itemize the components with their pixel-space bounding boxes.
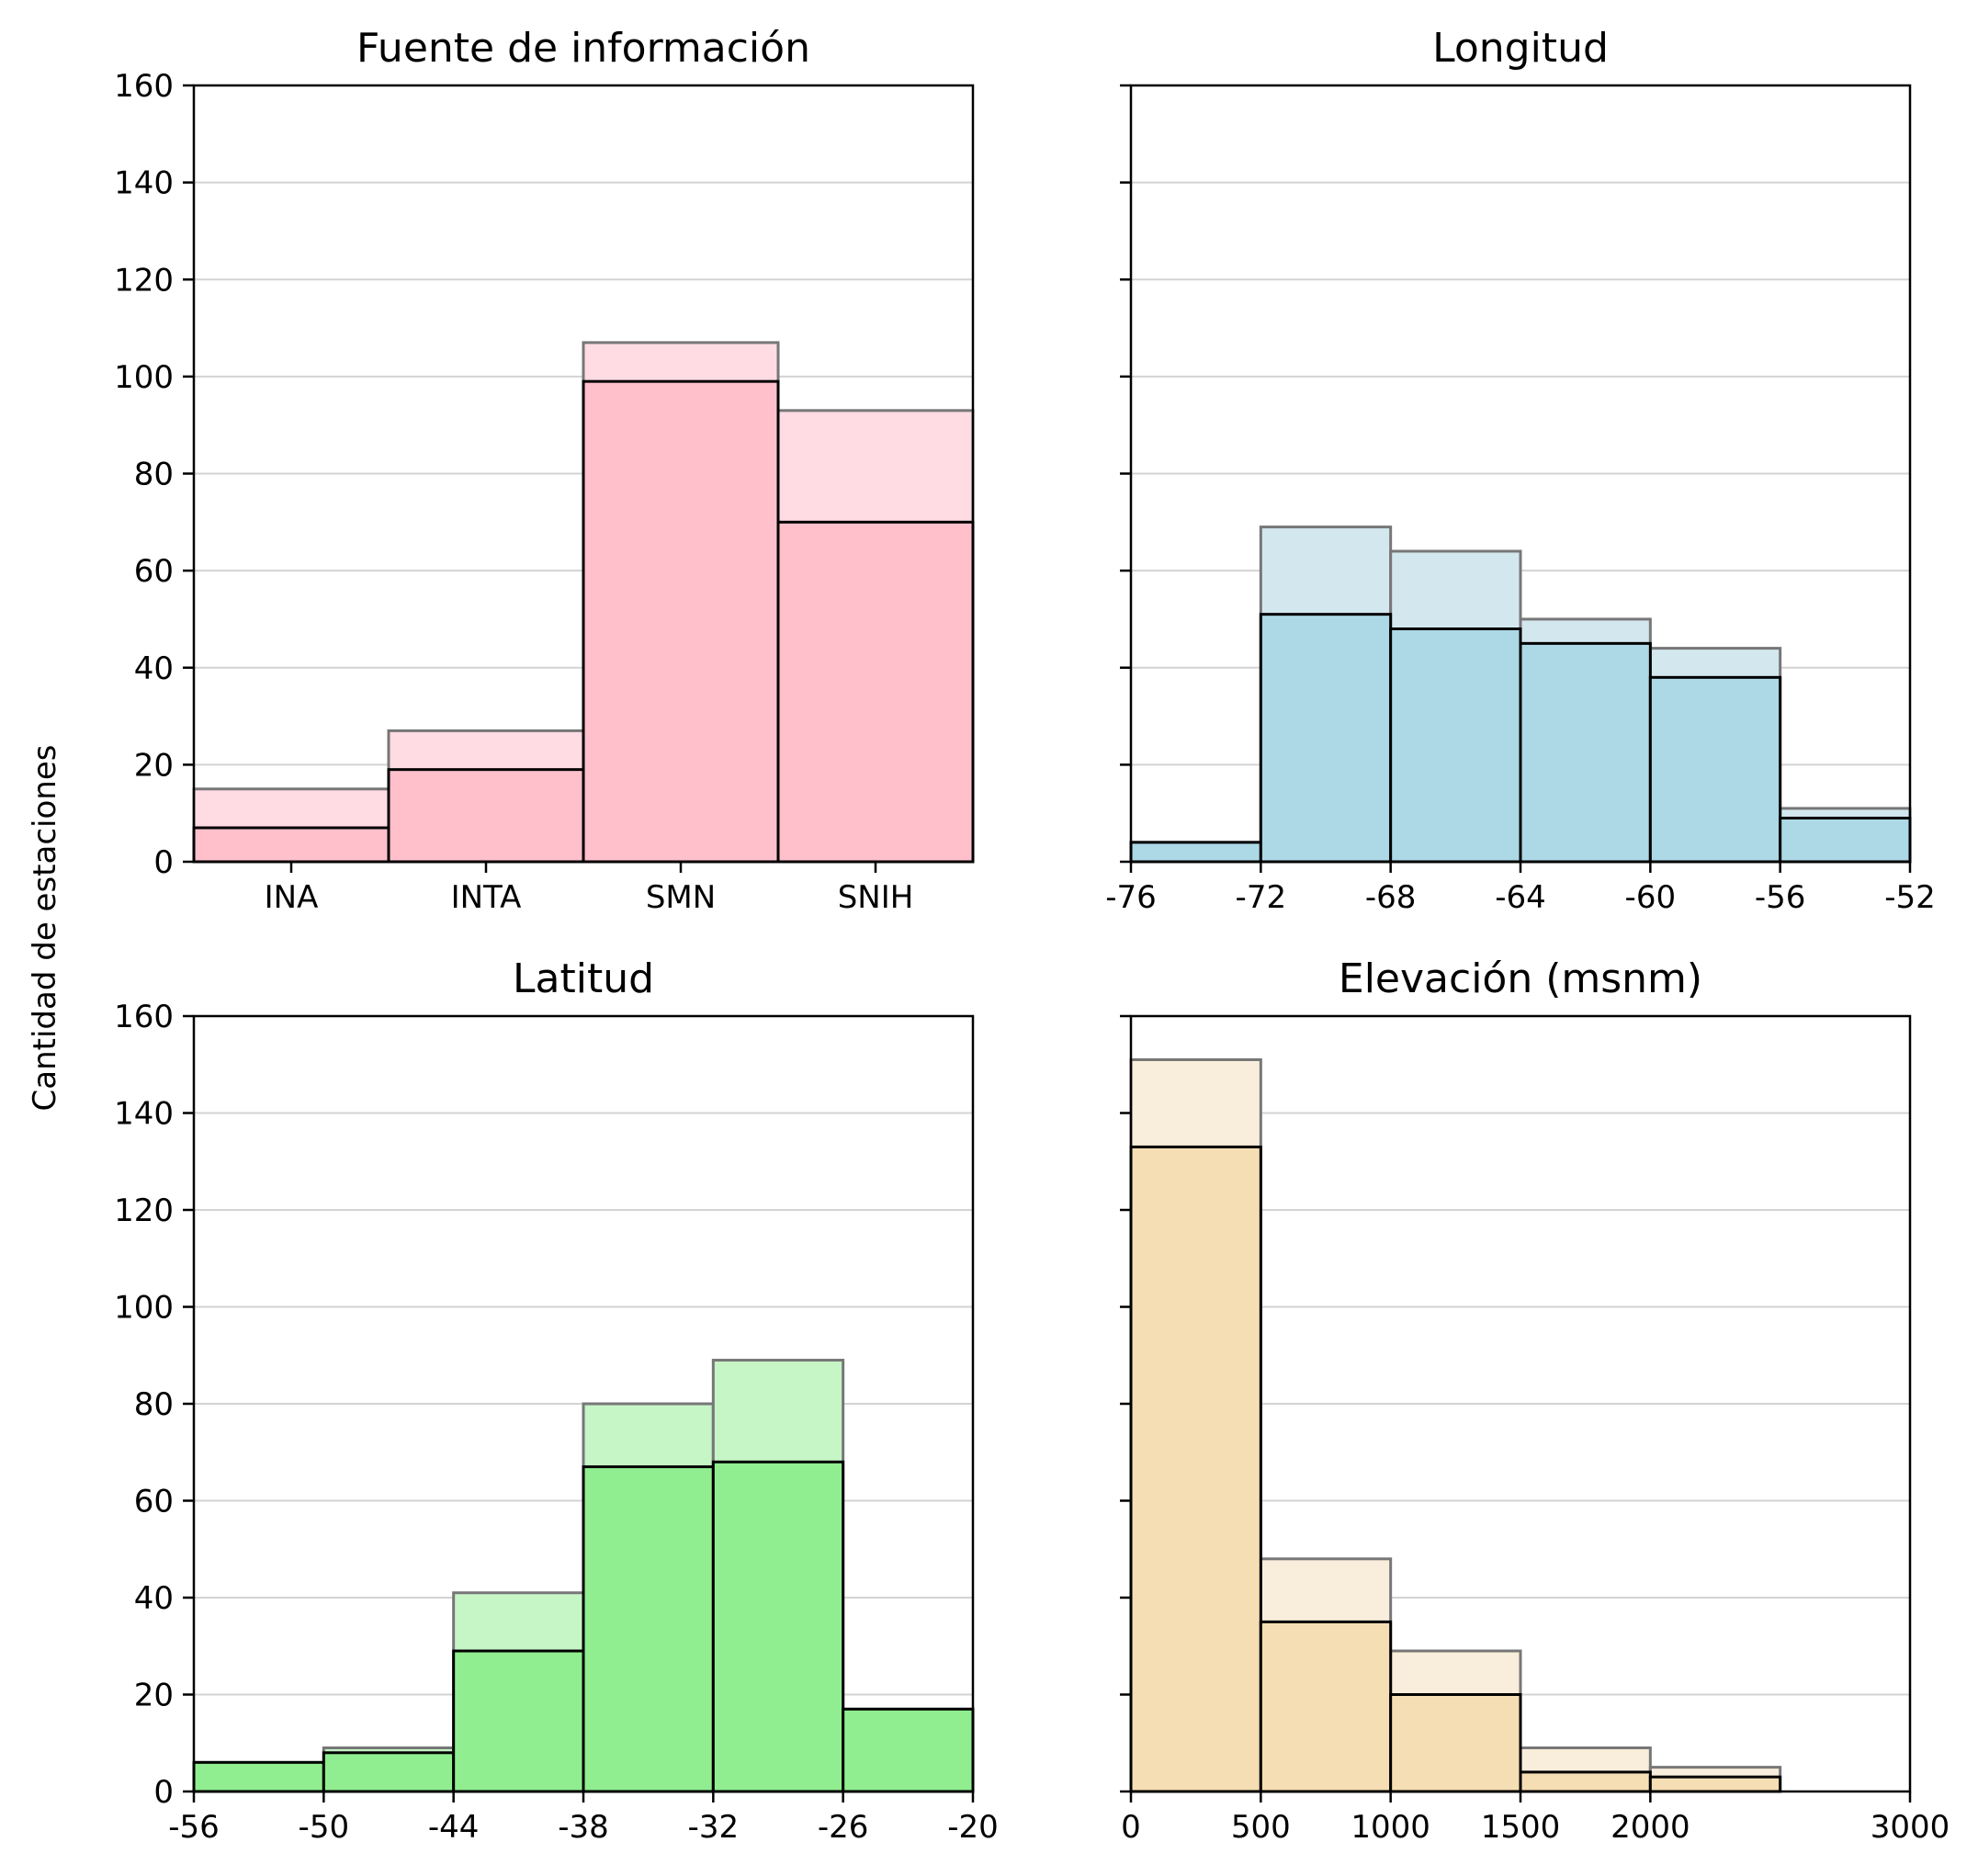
y-tick-label: 0 [153,844,174,881]
bar-subset-3 [1519,1770,1652,1793]
y-tick-label: 160 [114,999,174,1035]
panel-title: Elevación (msnm) [1339,955,1702,1002]
x-tick-label: 0 [1121,1809,1141,1846]
panel-latitud: 0 20 40 60 80 100 120 140 160 -56 -50 -44 -38 -32 -26 -… [114,955,999,1846]
bar-subset-1 [387,768,585,864]
y-tick-label: 80 [134,1386,174,1423]
bar-subset-4 [711,1460,845,1793]
x-tick-label: INA [265,879,319,916]
y-tick-label: 120 [114,1192,174,1229]
y-axis-label: Cantidad de estaciones [27,745,63,1112]
bar-subset-0 [192,826,390,864]
x-tick-label: 500 [1231,1809,1291,1846]
y-tick-label: 20 [134,747,174,784]
bar-subset-0 [192,1760,325,1793]
y-tick-label: 20 [134,1678,174,1714]
bar-subset-2 [1389,627,1522,864]
x-tick-label: -76 [1105,879,1157,916]
x-tick-label: -50 [299,1809,350,1846]
bar-subset-4 [1648,1775,1782,1793]
x-tick-label: -32 [688,1809,740,1846]
bar-subset-1 [322,1751,456,1793]
x-tick-label: -44 [428,1809,480,1846]
x-tick-label: 1500 [1481,1809,1561,1846]
x-tick-label: -60 [1625,879,1677,916]
x-tick-label: 1000 [1351,1809,1430,1846]
x-tick-label: -38 [558,1809,609,1846]
x-tick-label: -56 [1755,879,1806,916]
x-tick-label: -68 [1365,879,1417,916]
bar-subset-1 [1259,613,1393,864]
x-tick-label: SMN [646,879,716,916]
x-tick-label: -72 [1236,879,1287,916]
panel-elevacion: 0 500 1000 1500 2000 3000 Elevación (msnm) [1120,955,1950,1846]
bar-subset-5 [842,1707,975,1793]
y-tick-label: 140 [114,1096,174,1133]
x-tick-label: 3000 [1871,1809,1950,1846]
bar-subset-4 [1648,675,1782,864]
y-tick-label: 120 [114,262,174,299]
bar-subset-0 [1129,841,1262,864]
x-tick-label: -26 [818,1809,869,1846]
x-tick-label: -52 [1884,879,1936,916]
y-tick-label: 100 [114,1290,174,1327]
y-tick-label: 100 [114,359,174,396]
panel-longitud: -76 -72 -68 -64 -60 -56 -52 Longitud [1105,25,1936,916]
panel-title: Latitud [513,955,654,1002]
bar-subset-0 [1129,1145,1262,1793]
y-tick-label: 60 [134,1484,174,1520]
panel-title: Fuente de información [356,25,810,72]
bar-subset-2 [452,1649,585,1793]
bar-subset-1 [1259,1620,1393,1793]
x-tick-label: -56 [168,1809,220,1846]
bar-subset-3 [582,1465,715,1793]
x-tick-label: INTA [451,879,522,916]
y-tick-label: 60 [134,553,174,590]
x-tick-label: -64 [1495,879,1546,916]
x-tick-label: SNIH [838,879,914,916]
y-tick-label: 0 [153,1774,174,1811]
bar-subset-2 [1389,1693,1522,1793]
x-tick-label: -20 [947,1809,999,1846]
x-tick-label: 2000 [1611,1809,1690,1846]
y-tick-label: 40 [134,1580,174,1617]
y-tick-label: 80 [134,457,174,493]
bar-subset-5 [1779,816,1912,864]
panel-fuente-de-informacion: 0 20 40 60 80 100 120 140 160 INA INTA SMN SNIH Fuent… [114,25,975,916]
bar-subset-3 [1519,641,1652,864]
bar-subset-2 [582,379,780,864]
y-tick-label: 140 [114,165,174,202]
bar-subset-3 [776,520,975,864]
y-tick-label: 40 [134,650,174,687]
panel-title: Longitud [1432,25,1609,72]
y-tick-label: 160 [114,68,174,105]
